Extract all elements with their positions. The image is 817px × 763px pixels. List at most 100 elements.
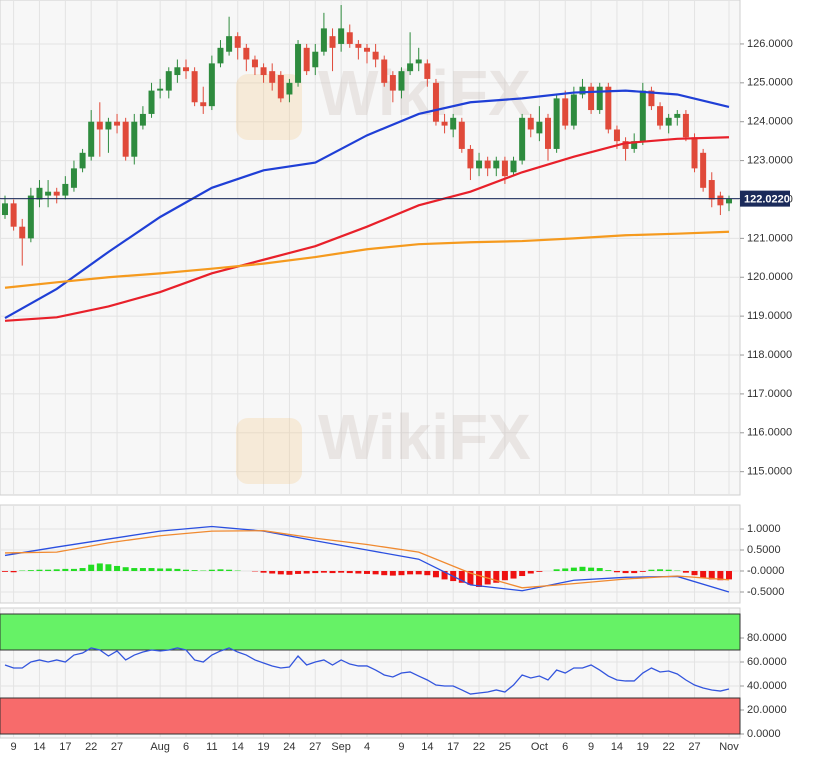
y-tick-label: 124.0000: [747, 116, 793, 128]
histogram-bar: [53, 569, 60, 571]
x-tick-label: Aug: [150, 741, 170, 753]
watermark-logo: [236, 418, 302, 484]
histogram-bar: [114, 565, 121, 571]
x-tick-label: 4: [364, 741, 370, 753]
histogram-bar: [191, 570, 198, 571]
candle-body: [519, 117, 526, 161]
histogram-bar: [570, 567, 577, 571]
candle-body: [579, 86, 586, 95]
candle-body: [605, 86, 612, 130]
histogram-bar: [432, 570, 439, 578]
histogram-bar: [346, 570, 353, 574]
candle-body: [372, 51, 379, 60]
histogram-bar: [389, 570, 396, 576]
histogram-bar: [329, 570, 336, 574]
histogram-bar: [277, 570, 284, 575]
histogram-bar: [467, 570, 474, 585]
histogram-bar: [381, 570, 388, 576]
candle-body: [458, 121, 465, 149]
y-tick-label: 60.0000: [747, 656, 787, 668]
histogram-bar: [226, 569, 233, 571]
histogram-bar: [510, 570, 517, 579]
histogram-bar: [295, 570, 302, 574]
histogram-bar: [415, 570, 422, 575]
histogram-bar: [372, 570, 379, 575]
histogram-bar: [27, 570, 34, 571]
histogram-bar: [398, 570, 405, 576]
candle-body: [208, 63, 215, 107]
histogram-bar: [424, 570, 431, 576]
histogram-bar: [553, 569, 560, 571]
candle-body: [131, 121, 138, 157]
candle-body: [562, 98, 569, 126]
candle-body: [286, 82, 293, 95]
y-tick-label: 115.0000: [747, 466, 792, 478]
macd-panel: [0, 504, 741, 604]
y-tick-label: -0.0000: [747, 565, 784, 577]
candle-body: [234, 36, 241, 48]
candle-body: [657, 106, 664, 126]
candle-body: [157, 88, 164, 91]
candle-body: [536, 121, 543, 134]
candle-body: [312, 51, 319, 68]
x-tick-label: 25: [499, 741, 511, 753]
x-tick-label: 9: [398, 741, 404, 753]
histogram-bar: [269, 570, 276, 574]
histogram-bar: [579, 566, 586, 571]
candle-body: [726, 198, 732, 204]
candle-body: [165, 71, 172, 91]
histogram-bar: [476, 570, 483, 587]
y-tick-label: 126.0000: [747, 38, 793, 50]
candle-body: [27, 195, 34, 239]
histogram-bar: [682, 570, 689, 573]
candle-body: [545, 117, 551, 149]
candle-body: [277, 75, 284, 99]
y-tick-label: 0.5000: [747, 544, 781, 556]
histogram-bar: [605, 570, 612, 571]
x-tick-label: Nov: [719, 741, 739, 753]
candle-body: [62, 183, 69, 196]
x-tick-label: 14: [421, 741, 433, 753]
candle-body: [553, 98, 560, 149]
y-tick-label: 0.0000: [747, 728, 781, 740]
histogram-bar: [88, 564, 95, 571]
candle-body: [338, 28, 345, 44]
histogram-bar: [174, 568, 181, 571]
candle-body: [269, 71, 276, 83]
histogram-bar: [338, 570, 345, 573]
histogram-bar: [596, 568, 603, 571]
histogram-bar: [286, 570, 293, 575]
histogram-bar: [79, 568, 86, 571]
candle-body: [53, 191, 60, 196]
candle-body: [700, 152, 707, 188]
candle-body: [96, 121, 103, 130]
y-tick-label: 40.0000: [747, 680, 787, 692]
histogram-bar: [131, 568, 138, 571]
candle-body: [226, 36, 233, 52]
x-tick-label: 17: [447, 741, 459, 753]
candle-body: [70, 168, 77, 188]
histogram-bar: [519, 570, 526, 577]
x-tick-label: 22: [473, 741, 485, 753]
candle-body: [648, 90, 655, 107]
histogram-bar: [122, 567, 129, 571]
x-tick-label: 22: [85, 741, 97, 753]
candle-body: [79, 152, 86, 169]
histogram-bar: [407, 570, 414, 575]
histogram-bar: [105, 564, 112, 571]
candle-body: [510, 160, 517, 173]
x-tick-label: 6: [183, 741, 189, 753]
x-tick-label: 9: [588, 741, 594, 753]
candle-body: [501, 160, 508, 177]
y-tick-label: 1.0000: [747, 523, 781, 535]
candle-body: [389, 75, 396, 91]
x-tick-label: Oct: [531, 741, 548, 753]
watermark: WikiFX: [318, 401, 531, 473]
x-tick-label: 27: [688, 741, 700, 753]
y-tick-label: 123.0000: [747, 154, 793, 166]
y-tick-label: 80.0000: [747, 632, 787, 644]
candle-body: [441, 121, 448, 126]
candle-body: [2, 203, 8, 216]
candle-body: [527, 117, 534, 130]
